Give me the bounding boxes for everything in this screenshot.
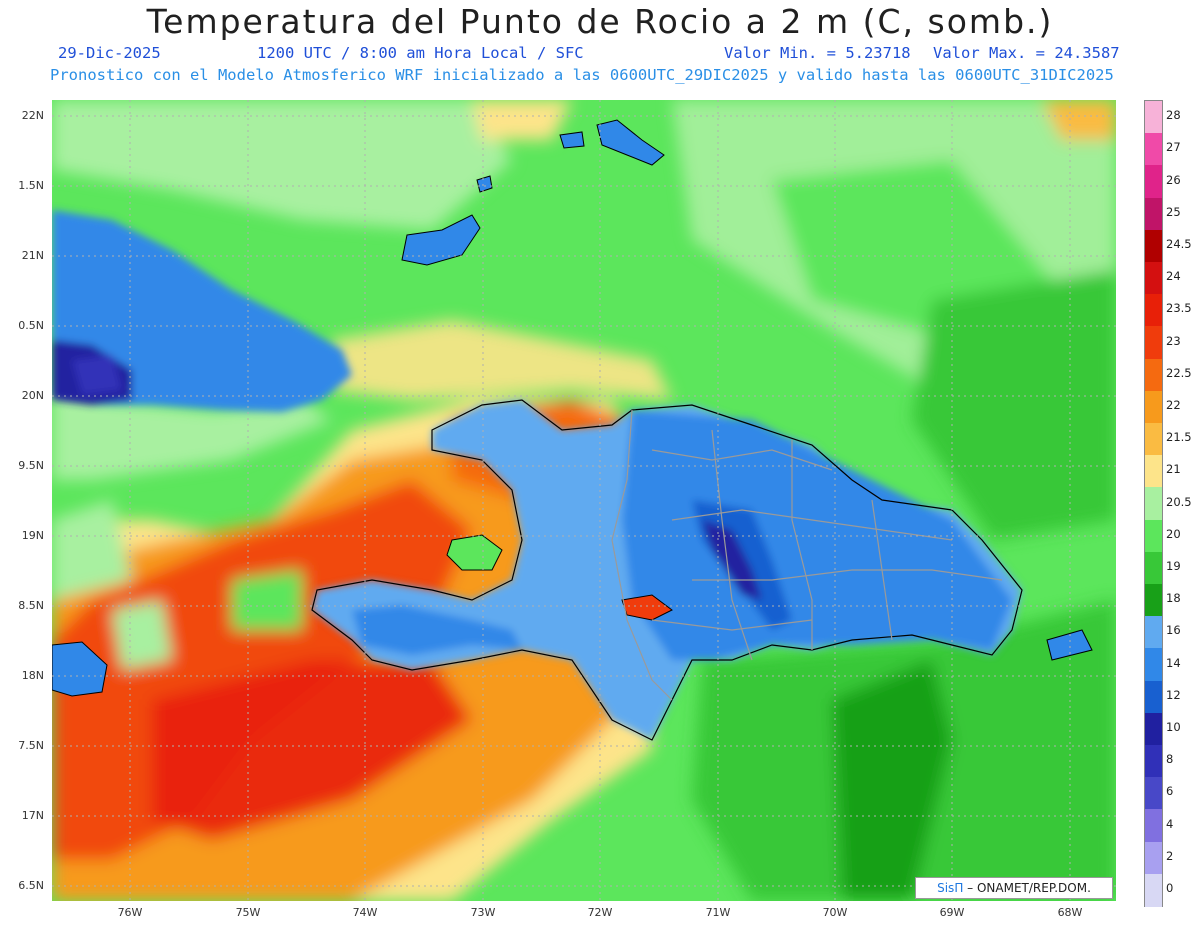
colorbar-label: 27 [1166, 140, 1181, 155]
colorbar-label: 20.5 [1166, 494, 1192, 509]
colorbar-segment [1145, 390, 1162, 424]
model-info: Pronostico con el Modelo Atmosferico WRF… [50, 66, 1114, 84]
lat-label: 0.5N [18, 319, 44, 332]
lon-label: 73W [470, 906, 496, 919]
colorbar-label: 12 [1166, 687, 1181, 702]
lat-label: 7.5N [18, 739, 44, 752]
colorbar-segment [1145, 165, 1162, 199]
colorbar-label: 25 [1166, 204, 1181, 219]
lat-label: 6.5N [18, 879, 44, 892]
colorbar-label: 23 [1166, 333, 1181, 348]
lat-label: 19N [21, 529, 44, 542]
lat-label: 21N [21, 249, 44, 262]
colorbar-label: 22 [1166, 397, 1181, 412]
lat-label: 22N [21, 109, 44, 122]
colorbar [1144, 100, 1163, 907]
colorbar-segment [1145, 680, 1162, 714]
colorbar-label: 21 [1166, 462, 1181, 477]
colorbar-label: 16 [1166, 623, 1181, 638]
colorbar-label: 4 [1166, 816, 1174, 831]
lon-label: 68W [1057, 906, 1083, 919]
colorbar-label: 24.5 [1166, 236, 1192, 251]
colorbar-segment [1145, 197, 1162, 231]
colorbar-segment [1145, 745, 1162, 778]
lon-label: 76W [117, 906, 143, 919]
colorbar-segment [1145, 873, 1162, 907]
colorbar-segment [1145, 229, 1162, 263]
colorbar-segment [1145, 551, 1162, 585]
colorbar-segment [1145, 358, 1162, 392]
lat-label: 20N [21, 389, 44, 402]
lon-label: 72W [587, 906, 613, 919]
colorbar-label: 21.5 [1166, 430, 1192, 445]
colorbar-label: 8 [1166, 752, 1174, 767]
colorbar-label: 19 [1166, 558, 1181, 573]
colorbar-label: 22.5 [1166, 365, 1192, 380]
colorbar-segment [1145, 423, 1162, 456]
colorbar-label: 2 [1166, 848, 1174, 863]
colorbar-segment [1145, 294, 1162, 328]
min-value: Valor Min. = 5.23718 [724, 44, 911, 62]
colorbar-segment [1145, 133, 1162, 167]
colorbar-label: 6 [1166, 784, 1174, 799]
colorbar-segment [1145, 487, 1162, 521]
lon-label: 71W [705, 906, 731, 919]
lon-label: 74W [352, 906, 378, 919]
dewpoint-map [52, 100, 1116, 901]
colorbar-segment [1145, 262, 1162, 295]
lon-label: 69W [939, 906, 965, 919]
colorbar-segment [1145, 777, 1162, 811]
colorbar-segment [1145, 841, 1162, 875]
colorbar-label: 14 [1166, 655, 1181, 670]
colorbar-label: 18 [1166, 591, 1181, 606]
forecast-time: 1200 UTC / 8:00 am Hora Local / SFC [257, 44, 584, 62]
lat-label: 18N [21, 669, 44, 682]
colorbar-label: 23.5 [1166, 301, 1192, 316]
colorbar-label: 26 [1166, 172, 1181, 187]
lat-label: 8.5N [18, 599, 44, 612]
lat-label: 9.5N [18, 459, 44, 472]
colorbar-label: 28 [1166, 108, 1181, 123]
colorbar-label: 24 [1166, 269, 1181, 284]
max-value: Valor Max. = 24.3587 [933, 44, 1120, 62]
forecast-date: 29-Dic-2025 [58, 44, 161, 62]
colorbar-label: 10 [1166, 719, 1181, 734]
colorbar-segment [1145, 616, 1162, 650]
colorbar-label: 20 [1166, 526, 1181, 541]
lat-label: 17N [21, 809, 44, 822]
map-title: Temperatura del Punto de Rocio a 2 m (C,… [146, 2, 1054, 41]
colorbar-segment [1145, 519, 1162, 553]
colorbar-segment [1145, 712, 1162, 746]
colorbar-segment [1145, 101, 1162, 134]
colorbar-segment [1145, 809, 1162, 843]
colorbar-segment [1145, 648, 1162, 682]
lon-label: 70W [822, 906, 848, 919]
sispi-logo-text: SisΠ [937, 881, 964, 895]
credit-text: – ONAMET/REP.DOM. [967, 881, 1091, 895]
lat-label: 1.5N [18, 179, 44, 192]
colorbar-segment [1145, 584, 1162, 617]
lon-label: 75W [235, 906, 261, 919]
colorbar-segment [1145, 455, 1162, 489]
colorbar-segment [1145, 326, 1162, 360]
colorbar-label: 0 [1166, 880, 1174, 895]
credit-box: SisΠ – ONAMET/REP.DOM. [915, 877, 1113, 899]
